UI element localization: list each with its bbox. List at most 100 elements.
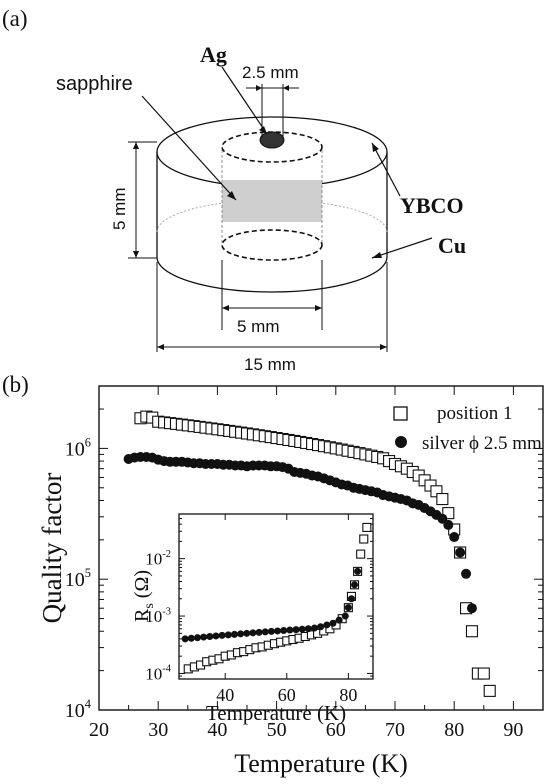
outer-dim-head-left bbox=[157, 344, 164, 350]
main-series1-point bbox=[483, 684, 496, 697]
main-ytick-labels: 104 105 106 bbox=[65, 435, 91, 722]
inset-y-tick-label: 10-3 bbox=[145, 606, 171, 626]
inset-series2-point bbox=[347, 595, 355, 603]
main-series2-point bbox=[437, 513, 448, 524]
main-x-tick-label: 60 bbox=[326, 719, 346, 741]
inset-series2-point bbox=[230, 630, 238, 638]
ybco-arrow-head bbox=[372, 143, 379, 152]
main-series2-point bbox=[449, 532, 460, 543]
inset-series2-point bbox=[304, 625, 312, 633]
main-x-tick-label: 80 bbox=[444, 719, 464, 741]
inset-series2-point bbox=[267, 627, 275, 635]
inset-x-tick-label: 80 bbox=[339, 685, 357, 705]
inset-series2-point bbox=[187, 634, 195, 642]
inset-x-axis-label: Temperature (K) bbox=[206, 701, 346, 725]
inset-series2-point bbox=[341, 612, 349, 620]
main-series2-point bbox=[461, 568, 472, 579]
inset-series2-point bbox=[212, 632, 220, 640]
inset-series2-point bbox=[335, 616, 343, 624]
height-dim-head-top bbox=[133, 142, 139, 149]
ybco-label: YBCO bbox=[400, 193, 464, 218]
inset-x-tick-label: 60 bbox=[278, 685, 296, 705]
inset-series2-point bbox=[292, 626, 300, 634]
sapphire-column bbox=[222, 180, 322, 222]
inset-x-tick-label: 40 bbox=[216, 685, 234, 705]
inset-series1-point bbox=[362, 522, 372, 532]
inset-series2-point bbox=[255, 628, 263, 636]
inset-series2-point bbox=[224, 631, 232, 639]
inset-series2-point bbox=[298, 625, 306, 633]
inset-y-tick-label: 10-4 bbox=[145, 664, 172, 684]
main-x-tick-label: 90 bbox=[503, 719, 523, 741]
hole-dim-label: 2.5 mm bbox=[242, 63, 299, 82]
inset-series2-point bbox=[218, 631, 226, 639]
panel-a-diagram: (a) 2.5 mm Ag sapphire YBCO Cu bbox=[2, 6, 466, 374]
main-series2-point bbox=[443, 519, 454, 530]
main-y-tick-label: 105 bbox=[65, 566, 91, 591]
main-ticks bbox=[98, 385, 543, 711]
sapphire-pointer bbox=[141, 95, 237, 201]
panel-b-chart: (b) 20 30 40 50 60 70 80 90 104 105 106 Temperatu… bbox=[2, 372, 544, 778]
main-series2-point bbox=[455, 547, 466, 558]
main-marks bbox=[123, 410, 496, 697]
inset-y-axis-label: Rs (Ω) bbox=[131, 570, 157, 622]
main-series2-point bbox=[466, 603, 477, 614]
inner-ellipse-bottom bbox=[221, 229, 323, 261]
inset-series2-point bbox=[237, 630, 245, 638]
inset-series2-point bbox=[329, 619, 337, 627]
legend-label-position-1: position 1 bbox=[437, 403, 512, 424]
inner-dim-label: 5 mm bbox=[237, 317, 280, 336]
main-plot-frame bbox=[98, 385, 544, 711]
inset-series2-point bbox=[280, 626, 288, 634]
hole-dim-arrowhead-right bbox=[283, 85, 289, 91]
inset-series2-point bbox=[344, 604, 352, 612]
inset-xtick-labels: 40 60 80 bbox=[216, 685, 357, 705]
panel-b-label: (b) bbox=[2, 372, 29, 397]
panel-a-label: (a) bbox=[2, 6, 28, 31]
main-x-tick-label: 20 bbox=[89, 719, 109, 741]
inset-series2-point bbox=[323, 621, 331, 629]
inset-series2-point bbox=[274, 627, 282, 635]
inset-series2-point bbox=[206, 633, 214, 641]
ybco-arrow bbox=[371, 142, 401, 197]
main-y-axis-label: Quality factor bbox=[37, 473, 67, 624]
inset-series1-point bbox=[359, 534, 369, 544]
ag-label: Ag bbox=[200, 42, 227, 67]
height-dim-label: 5 mm bbox=[110, 188, 129, 231]
legend-marker-silver bbox=[395, 436, 407, 448]
main-series1-point bbox=[442, 507, 455, 520]
silver-rod bbox=[259, 131, 285, 149]
sapphire-label: sapphire bbox=[56, 73, 133, 95]
inset-ytick-labels: 10-4 10-3 10-2 bbox=[145, 549, 172, 683]
main-x-tick-label: 30 bbox=[148, 719, 168, 741]
inset-series2-point bbox=[286, 626, 294, 634]
inset-series1-point bbox=[356, 549, 366, 559]
inset-series2-point bbox=[249, 629, 257, 637]
inset-plot-frame bbox=[178, 513, 374, 680]
main-x-axis-label: Temperature (K) bbox=[234, 749, 408, 778]
outer-dim-head-right bbox=[380, 344, 387, 350]
main-series1-point bbox=[477, 667, 490, 680]
inset-y-tick-label: 10-2 bbox=[145, 549, 171, 569]
main-series1-point bbox=[465, 625, 479, 638]
inset-series2-point bbox=[310, 624, 318, 632]
main-x-tick-label: 70 bbox=[385, 719, 405, 741]
inset-marks bbox=[181, 522, 372, 674]
legend-label-silver: silver ϕ 2.5 mm bbox=[422, 433, 542, 454]
sapphire-pointer-head bbox=[227, 191, 236, 200]
cylinder-top-face bbox=[156, 116, 388, 188]
cu-label: Cu bbox=[438, 233, 466, 258]
inset-series2-point bbox=[243, 629, 251, 637]
inset-series2-point bbox=[193, 634, 201, 642]
inset-series2-point bbox=[351, 581, 359, 589]
outer-dim-label: 15 mm bbox=[244, 355, 296, 374]
main-x-tick-label: 50 bbox=[267, 719, 287, 741]
main-y-tick-label: 106 bbox=[65, 435, 91, 460]
inset-series2-point bbox=[181, 635, 189, 643]
height-dim-head-bottom bbox=[133, 251, 139, 258]
inner-dim-head-left bbox=[222, 305, 229, 311]
inset-series2-point bbox=[261, 628, 269, 636]
inset-series2-point bbox=[317, 623, 325, 631]
inset-series2-point bbox=[200, 633, 208, 641]
